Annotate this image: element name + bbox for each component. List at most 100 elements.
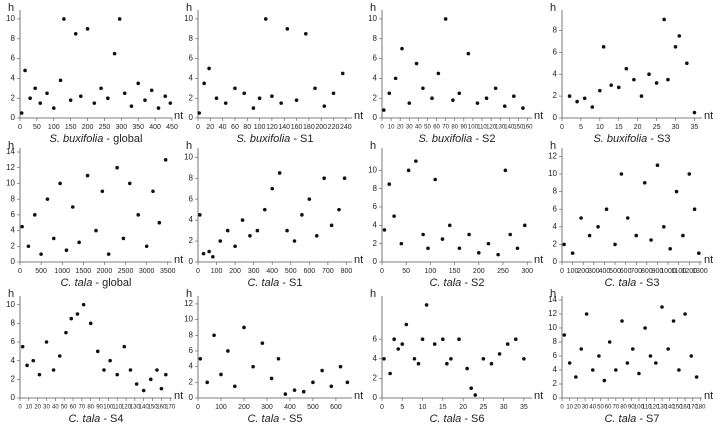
point (163, 158, 168, 162)
point (692, 110, 697, 115)
x-axis-label: nt (704, 110, 713, 122)
point (660, 305, 664, 309)
x-tick-label: 10 (566, 405, 573, 411)
point (148, 377, 153, 382)
point (512, 94, 516, 99)
point (45, 197, 50, 201)
y-tick-label: 6 (11, 337, 16, 346)
point (382, 357, 386, 361)
x-tick-label: 70 (442, 125, 449, 131)
x-tick-label: 25 (653, 124, 661, 131)
x-tick-label: 100 (468, 125, 479, 131)
point (416, 361, 421, 366)
y-tick-label: 6 (553, 351, 558, 360)
x-tick-label: 60 (231, 124, 239, 131)
y-tick-label: 2 (189, 377, 194, 386)
point (33, 86, 37, 91)
point (95, 349, 100, 354)
point (683, 312, 687, 316)
point (584, 312, 589, 316)
point (521, 106, 525, 110)
x-tick-label: 700 (322, 268, 334, 275)
panel: 0 2 4 6 0 5 10 15 20 25 30 35 h nt C. tala - S6 (370, 288, 543, 425)
point (201, 251, 206, 256)
point (689, 354, 694, 358)
panel-title: C. tala - global (61, 277, 132, 289)
y-tick-label: 8 (189, 34, 194, 43)
x-tick-label: 180 (695, 405, 706, 411)
x-tick-label: 10 (388, 125, 395, 131)
x-tick-label: 110 (112, 405, 122, 411)
title-suffix: - S3 (647, 133, 670, 145)
x-tick-label: 0 (560, 405, 564, 411)
point (276, 357, 281, 361)
x-tick-label: 120 (649, 405, 660, 411)
point (430, 96, 434, 100)
species: C. tala (604, 277, 636, 289)
point (112, 51, 117, 56)
point (75, 312, 80, 316)
x-tick-label: 10 (596, 124, 604, 131)
point (197, 111, 202, 115)
x-tick-label: 1100 (671, 268, 686, 275)
x-tick-label: 160 (156, 405, 167, 411)
point (440, 237, 445, 241)
y-tick-label: 6 (553, 204, 558, 213)
point (141, 388, 146, 393)
point (313, 86, 317, 91)
point (58, 181, 62, 186)
point (81, 302, 86, 307)
point (609, 83, 613, 87)
x-tick-label: 200 (473, 268, 485, 275)
point (590, 105, 595, 109)
x-tick-label: 300 (248, 268, 260, 275)
y-tick-label: 2 (553, 379, 558, 388)
point (677, 34, 682, 38)
y-tick-label: 10 (6, 14, 15, 23)
x-tick-label: 50 (597, 405, 604, 411)
x-tick-label: 450 (166, 124, 178, 131)
point (643, 326, 647, 330)
point (587, 233, 592, 238)
point (404, 322, 409, 327)
x-tick-label: 1300 (692, 268, 708, 275)
point (567, 94, 572, 98)
point (329, 384, 334, 389)
point (407, 101, 412, 105)
point (469, 386, 473, 391)
point (163, 94, 168, 99)
x-tick-label: 100 (103, 405, 114, 411)
x-tick-label: 100 (254, 124, 266, 131)
y-tick-label: 8 (373, 34, 378, 43)
point (625, 361, 630, 365)
point (596, 225, 600, 229)
point (426, 246, 430, 251)
species: C. tala (61, 277, 93, 289)
y-tick-label: 6 (11, 54, 16, 63)
panel-title: C. tala - S3 (604, 277, 659, 289)
x-tick-label: 170 (688, 405, 699, 411)
x-tick-label: 0 (196, 124, 200, 131)
point (322, 104, 327, 108)
point (20, 224, 24, 229)
point (121, 236, 126, 241)
x-tick-label: 2500 (118, 268, 134, 275)
species: S. buxifolia (593, 133, 647, 145)
x-tick-label: 700 (630, 268, 642, 275)
y-axis-label: h (370, 140, 376, 152)
x-tick-label: 1000 (660, 268, 676, 275)
y-tick-label: 0 (11, 393, 16, 402)
x-tick-label: 3000 (139, 268, 155, 275)
point (582, 96, 587, 101)
y-tick-label: 8 (553, 26, 558, 35)
x-tick-label: 50 (33, 124, 41, 131)
y-tick-label: 10 (548, 169, 557, 178)
title-suffix: - S2 (461, 277, 484, 289)
point (340, 71, 345, 76)
x-tick-label: 30 (43, 405, 50, 411)
point (392, 337, 396, 342)
point (159, 386, 164, 391)
x-tick-label: 70 (79, 405, 86, 411)
x-tick-label: 250 (99, 124, 111, 131)
point (39, 252, 43, 256)
